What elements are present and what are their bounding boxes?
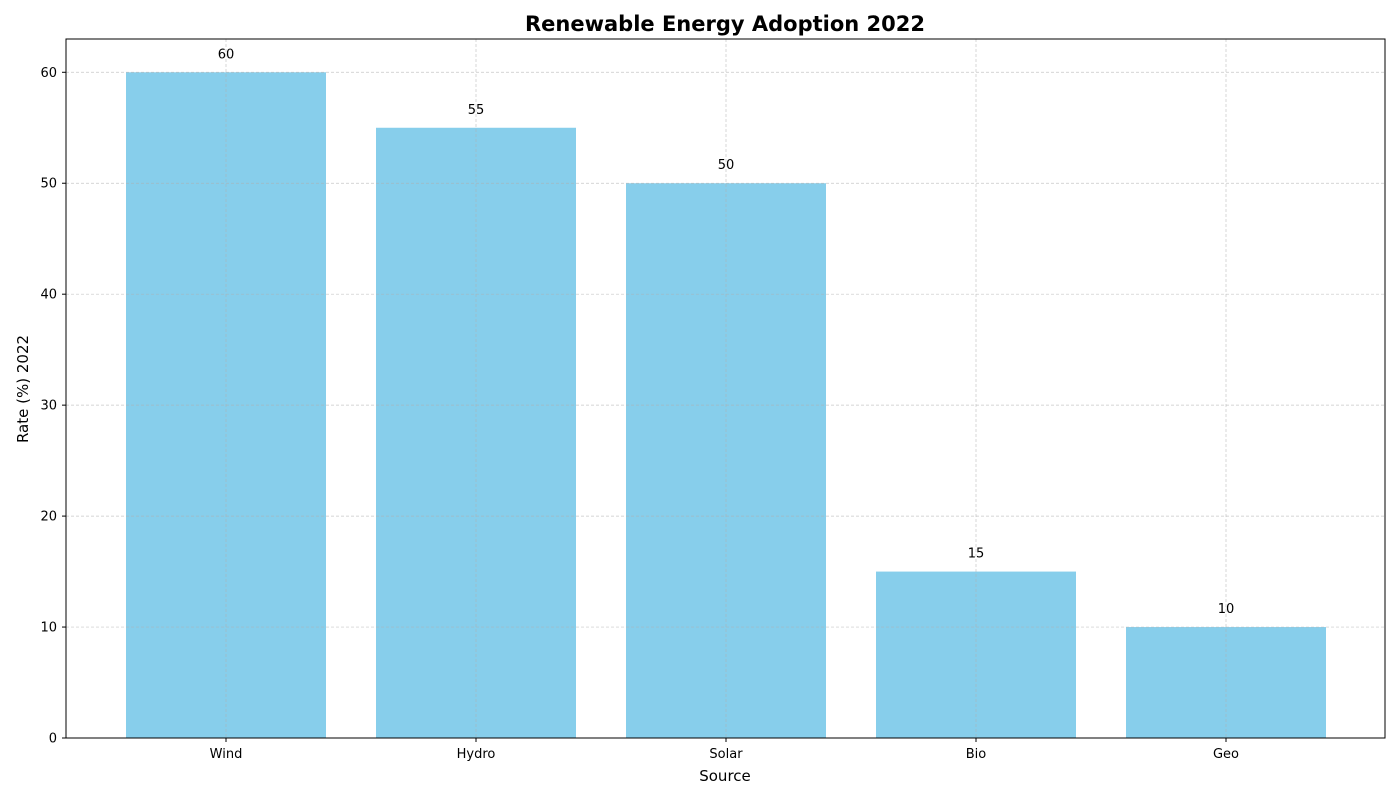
y-tick-label: 10: [40, 621, 57, 636]
data-label-solar: 50: [718, 158, 735, 173]
x-tick-label-geo: Geo: [1213, 747, 1239, 762]
x-tick-label-bio: Bio: [966, 747, 987, 762]
y-axis-label: Rate (%) 2022: [14, 335, 32, 443]
data-label-hydro: 55: [468, 103, 485, 118]
x-axis-ticks: Wind Hydro Solar Bio Geo: [210, 738, 1239, 762]
data-label-geo: 10: [1218, 602, 1235, 617]
chart-title: Renewable Energy Adoption 2022: [525, 12, 925, 36]
y-tick-label: 30: [40, 399, 57, 414]
x-tick-label-wind: Wind: [210, 747, 243, 762]
y-tick-label: 60: [40, 66, 57, 81]
data-label-wind: 60: [218, 47, 235, 62]
y-tick-label: 0: [49, 732, 57, 747]
y-tick-label: 50: [40, 177, 57, 192]
y-axis-ticks: 0 10 20 30 40 50 60: [40, 66, 66, 747]
x-axis-label: Source: [699, 767, 751, 785]
x-tick-label-hydro: Hydro: [457, 747, 496, 762]
data-labels: 60 55 50 15 10: [218, 47, 1235, 617]
y-tick-label: 20: [40, 510, 57, 525]
grid-lines: [66, 39, 1385, 739]
data-label-bio: 15: [968, 547, 985, 562]
y-tick-label: 40: [40, 288, 57, 303]
x-tick-label-solar: Solar: [709, 747, 743, 762]
